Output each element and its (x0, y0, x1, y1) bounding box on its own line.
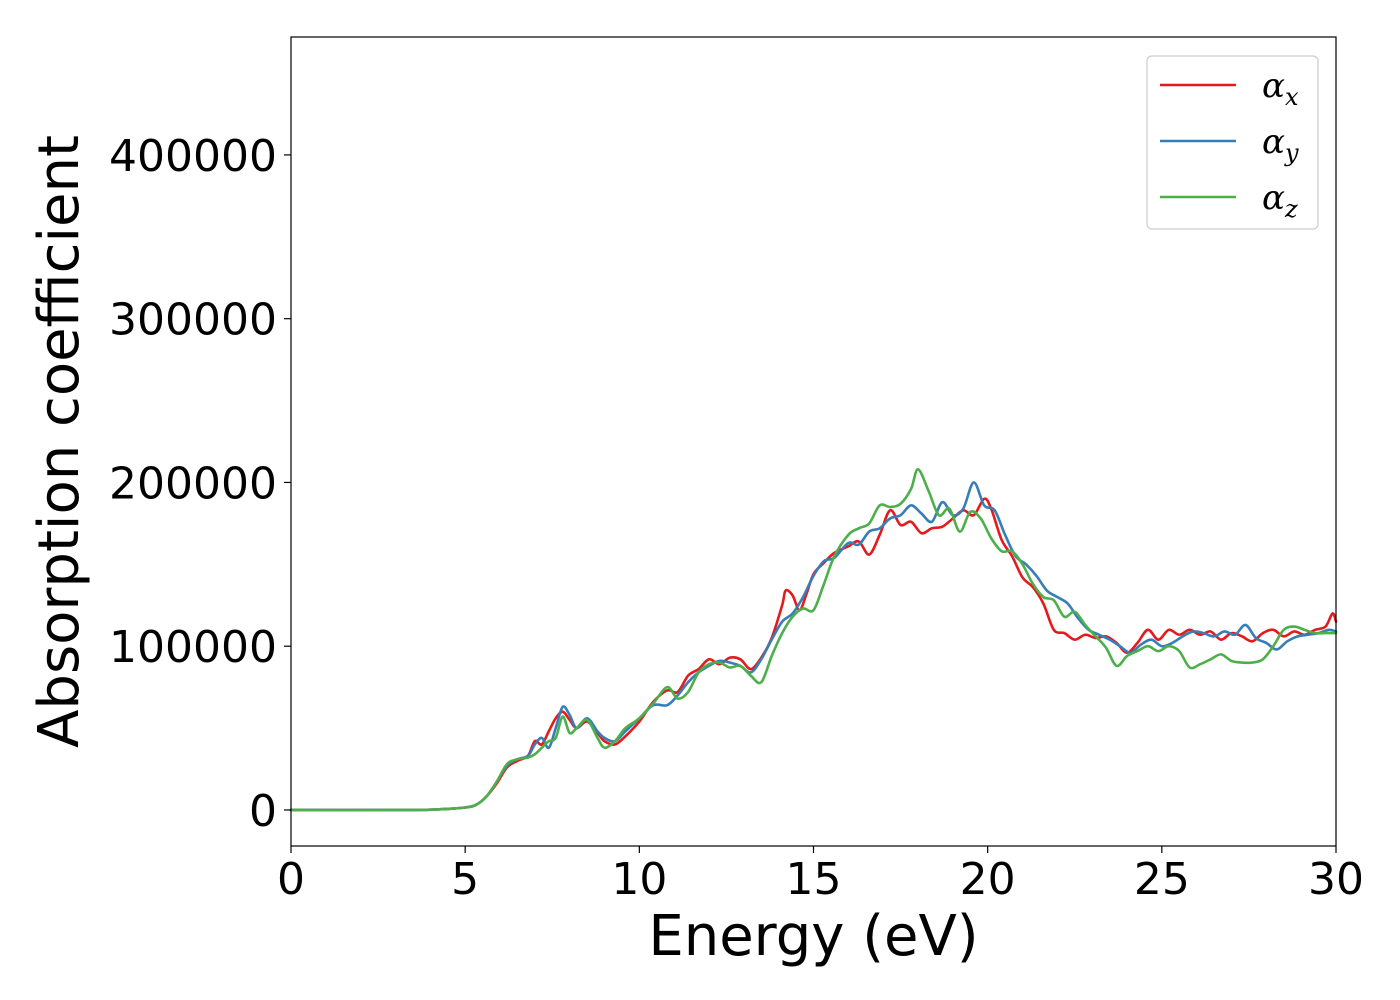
y-tick-label: 200000 (109, 458, 277, 509)
y-tick-label: 400000 (109, 131, 277, 182)
legend-label-y: αy (1262, 122, 1299, 167)
axis-ticks: 0 5 10 15 20 25 30 0 100000 200000 300000 400000 (109, 131, 1364, 905)
y-tick-label: 0 (249, 786, 277, 837)
series-line-y (289, 481, 1338, 812)
y-tick-label: 100000 (109, 622, 277, 673)
series-line-z (289, 468, 1338, 812)
x-tick-label: 20 (960, 854, 1016, 905)
y-axis-title: Absorption coefficient (27, 135, 92, 748)
x-tick-label: 5 (451, 854, 479, 905)
x-axis-title: Energy (eV) (648, 904, 978, 969)
y-tick-label: 300000 (109, 295, 277, 346)
series-lines (289, 468, 1338, 812)
x-tick-label: 10 (611, 854, 667, 905)
x-tick-label: 0 (277, 854, 305, 905)
legend-label-x: αx (1262, 66, 1299, 111)
legend-box (1146, 55, 1319, 230)
x-tick-label: 25 (1134, 854, 1190, 905)
x-tick-label: 15 (786, 854, 842, 905)
x-tick-label: 30 (1308, 854, 1364, 905)
series-line-x (289, 497, 1338, 812)
